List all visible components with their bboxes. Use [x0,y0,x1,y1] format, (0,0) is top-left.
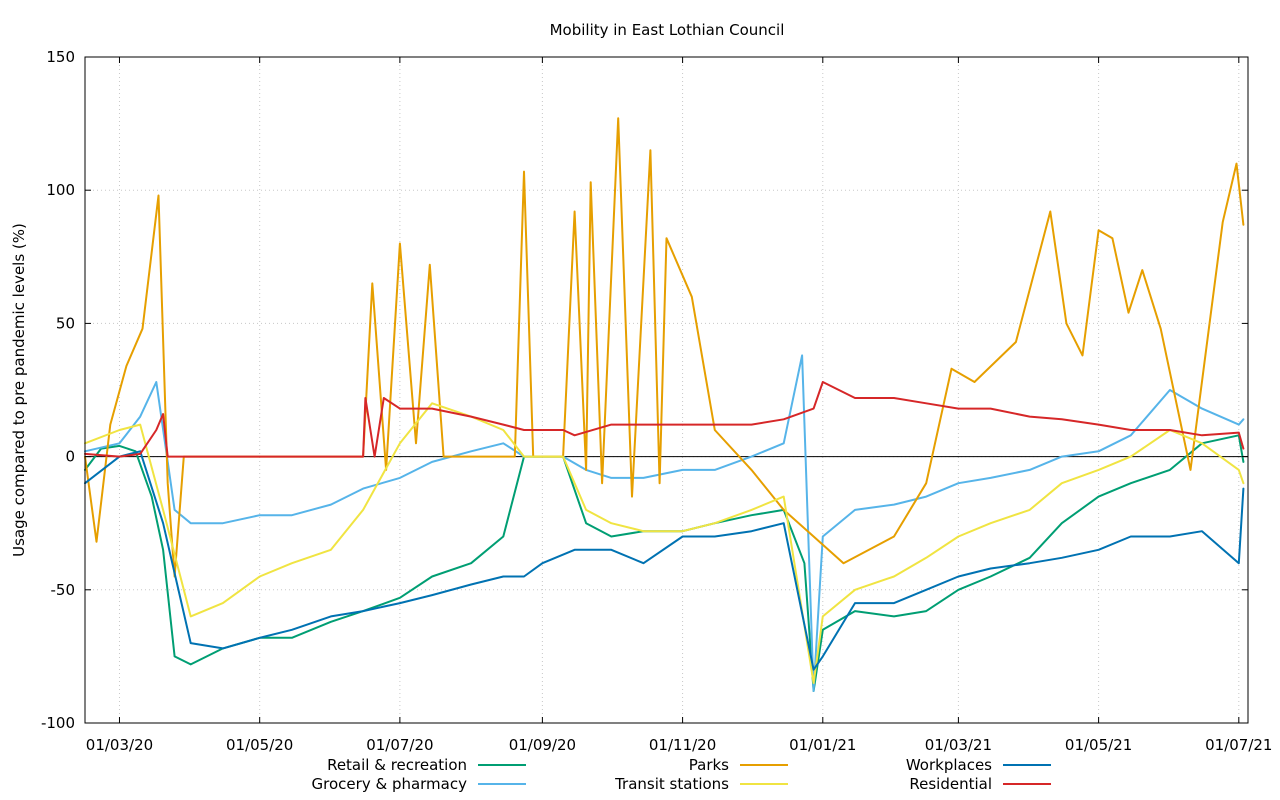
x-axis-ticks: 01/03/20 01/05/20 01/07/20 01/09/20 01/11/20… [86,57,1272,754]
y-tick-label: 150 [46,48,75,66]
series-line-grocery-pharmacy [84,354,1245,692]
series-line-transit-stations [84,402,1245,684]
x-tick-label: 01/07/21 [1205,736,1272,754]
series-line-retail-recreation [84,434,1245,692]
legend-label-workplaces: Workplaces [906,756,992,774]
series-line-parks [84,117,1245,578]
y-axis-label: Usage compared to pre pandemic levels (%… [10,223,28,557]
series-layer [84,117,1245,692]
y-tick-label: -50 [51,581,76,599]
x-tick-label: 01/07/20 [366,736,433,754]
x-tick-label: 01/01/21 [789,736,856,754]
y-axis-ticks: 150 100 50 0 -50 -100 [41,48,1248,732]
series-line-residential [84,381,1245,458]
x-tick-label: 01/11/20 [649,736,716,754]
grid-layer [85,57,1248,723]
legend-label-parks: Parks [689,756,729,774]
x-tick-label: 01/05/20 [226,736,293,754]
x-tick-label: 01/09/20 [509,736,576,754]
x-tick-label: 01/03/20 [86,736,153,754]
legend-label-transit-stations: Transit stations [614,775,729,793]
x-tick-label: 01/03/21 [925,736,992,754]
chart-title: Mobility in East Lothian Council [550,21,785,39]
plot-frame [84,56,1249,724]
legend-label-residential: Residential [909,775,992,793]
series-line-workplaces [84,450,1245,671]
legend-label-retail-recreation: Retail & recreation [327,756,467,774]
x-tick-label: 01/05/21 [1065,736,1132,754]
y-tick-label: 100 [46,181,75,199]
y-tick-label: -100 [41,714,75,732]
y-tick-label: 0 [65,448,75,466]
legend-label-grocery-pharmacy: Grocery & pharmacy [312,775,468,793]
y-tick-label: 50 [56,314,75,332]
